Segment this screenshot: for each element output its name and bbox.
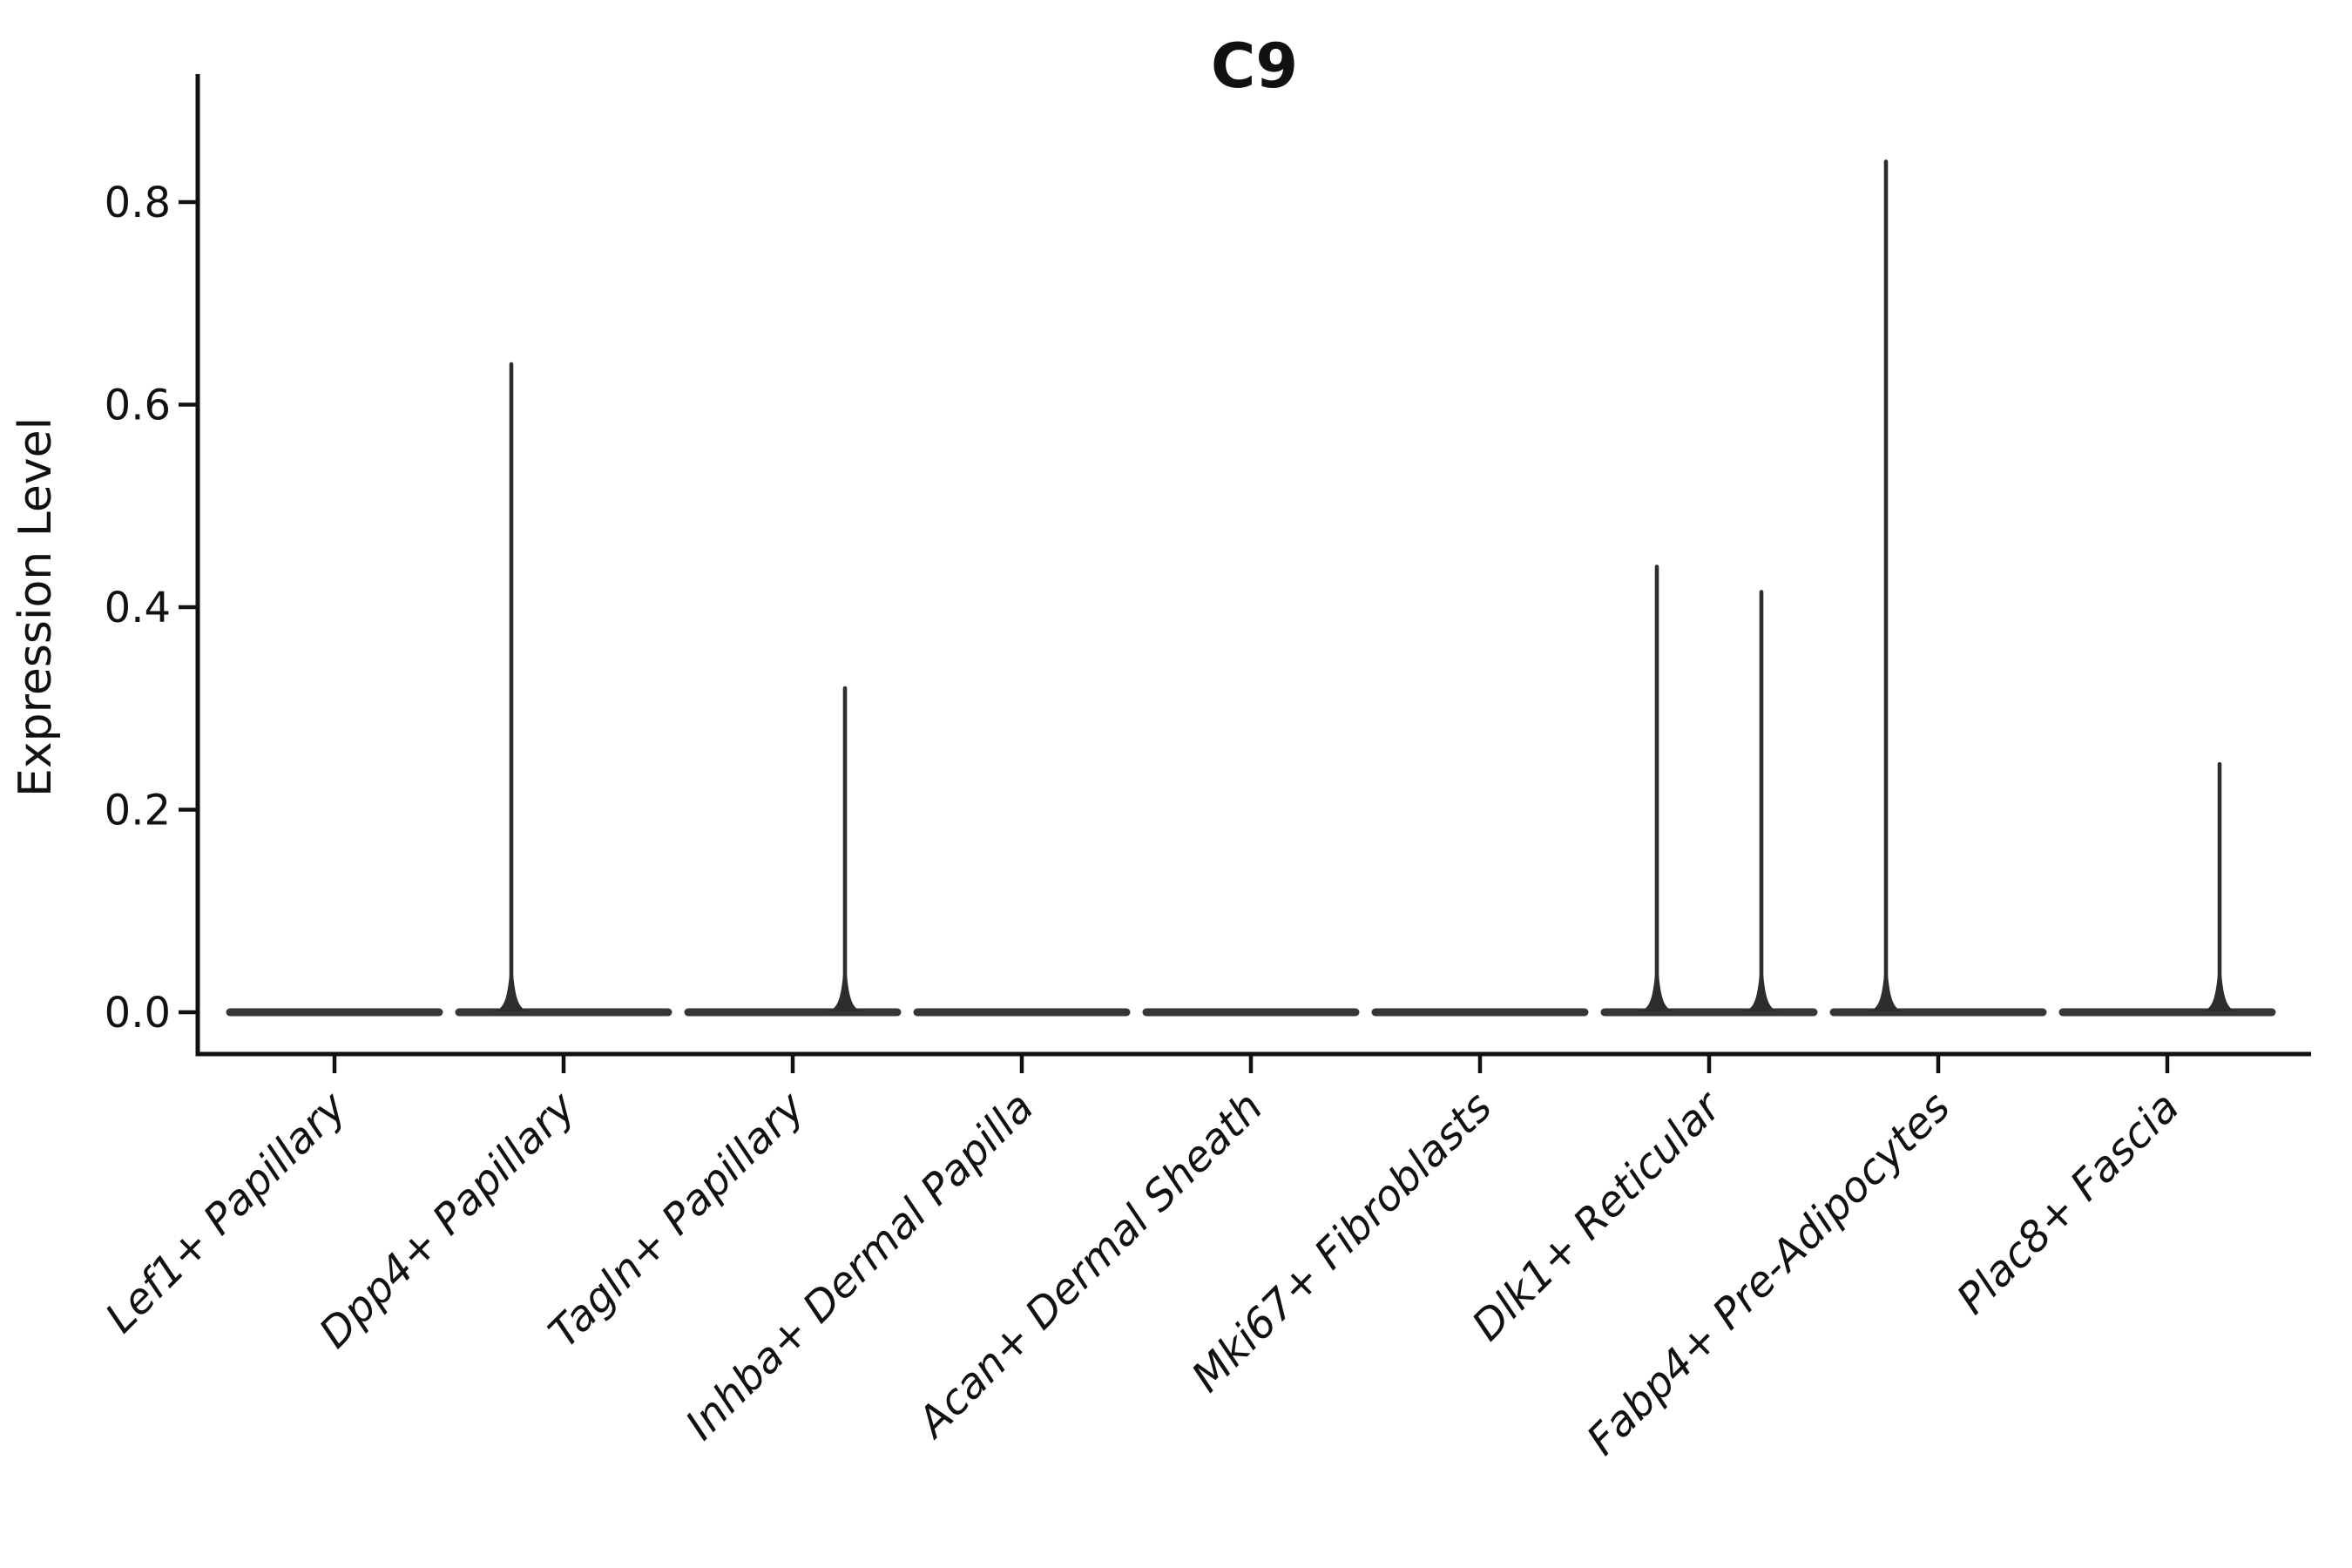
- y-tick-label: 0.4: [105, 584, 171, 632]
- violin: [1829, 159, 2047, 1017]
- y-tick-label: 0.6: [105, 382, 171, 430]
- x-tick-label: Fabp4+ Pre-Adipocytes: [1578, 1083, 1960, 1465]
- x-tick-label: Dlk1+ Reticular: [1463, 1081, 1733, 1351]
- violin-series: [226, 159, 2276, 1017]
- x-tick-label: Dpp4+ Papillary: [310, 1082, 585, 1357]
- x-tick-label: Plac8+ Fascia: [1948, 1083, 2189, 1324]
- y-axis-label: Expression Level: [10, 417, 62, 797]
- y-tick-label: 0.8: [105, 179, 171, 227]
- y-tick-label: 0.0: [105, 989, 171, 1037]
- y-tick-label: 0.2: [105, 787, 171, 835]
- violin: [1600, 564, 1818, 1017]
- x-tick-label: Lef1+ Papillary: [96, 1082, 356, 1342]
- violin: [2058, 761, 2276, 1017]
- axes-spines: [195, 74, 2311, 1057]
- x-tick-label: Tagln+ Papillary: [539, 1082, 814, 1357]
- chart-title: C9: [1211, 30, 1298, 102]
- violin: [455, 362, 672, 1017]
- y-axis: 0.0 0.2 0.4 0.6 0.8: [105, 179, 198, 1037]
- violin: [684, 686, 902, 1017]
